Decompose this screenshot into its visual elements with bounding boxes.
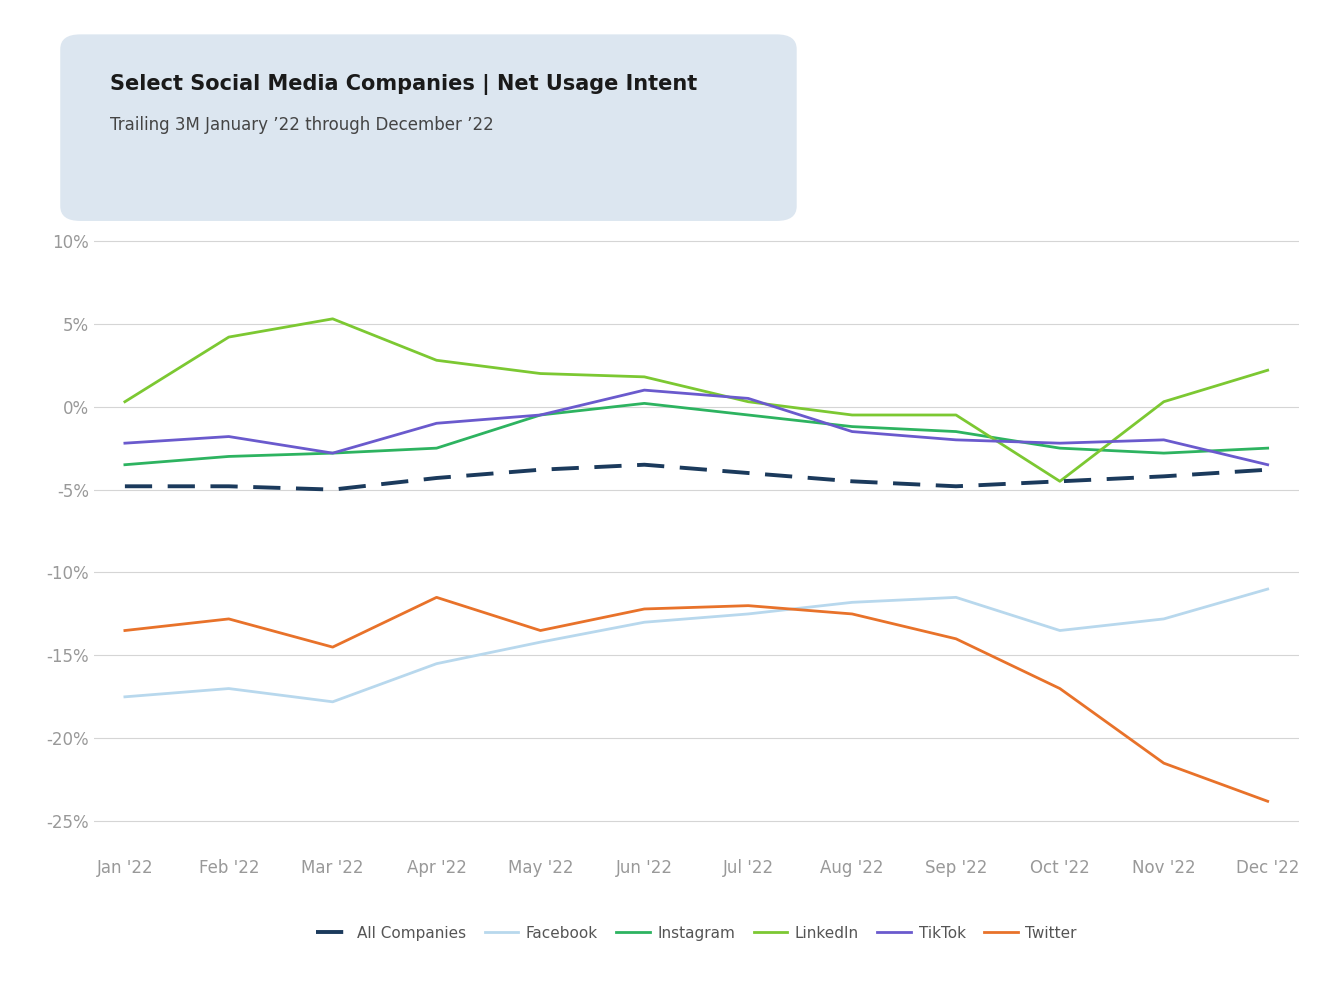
Text: Select Social Media Companies | Net Usage Intent: Select Social Media Companies | Net Usag… <box>110 74 698 94</box>
Text: Trailing 3M January ’22 through December ’22: Trailing 3M January ’22 through December… <box>110 116 494 134</box>
Legend: All Companies, Facebook, Instagram, LinkedIn, TikTok, Twitter: All Companies, Facebook, Instagram, Link… <box>309 919 1083 947</box>
